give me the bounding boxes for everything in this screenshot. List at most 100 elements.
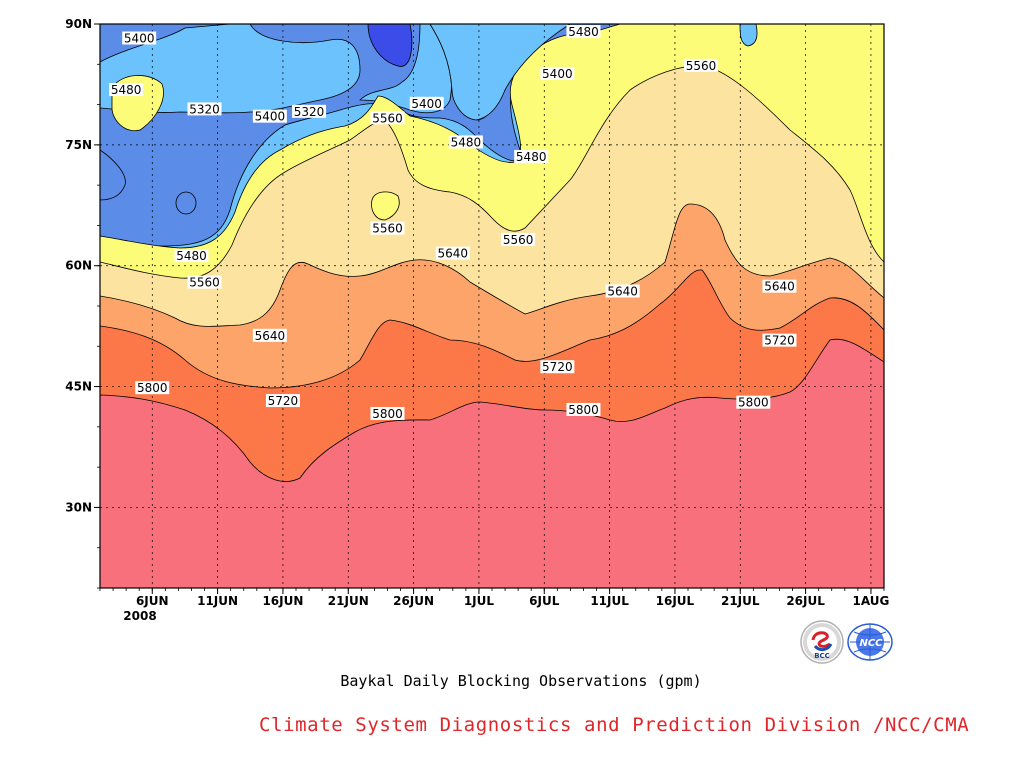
contour-label-text: 5560 xyxy=(372,222,403,236)
contour-label: 5640 xyxy=(762,279,797,294)
contour-label-bg xyxy=(435,246,470,260)
svg-text:NCC: NCC xyxy=(859,638,883,649)
y-axis: 90N 75N 60N 45N 30N xyxy=(65,17,100,589)
contour-label-bg xyxy=(762,333,797,347)
contour-label-text: 5800 xyxy=(137,381,168,395)
contour-label-text: 5720 xyxy=(542,360,573,374)
ncc-logo: NCC xyxy=(846,622,894,662)
y-tick-label: 60N xyxy=(65,259,92,273)
footer-credit: Climate System Diagnostics and Predictio… xyxy=(259,714,970,736)
x-axis-year-label: 2008 xyxy=(123,609,156,623)
contour-label: 5320 xyxy=(187,102,222,116)
contour-label: 5720 xyxy=(540,360,575,374)
contour-label-bg xyxy=(265,394,300,408)
contour-label: 5720 xyxy=(265,394,300,408)
contour-label-bg xyxy=(409,96,444,110)
x-tick-label: 26JUL xyxy=(786,594,825,608)
contour-label-text: 5320 xyxy=(294,105,325,119)
contour-label-bg xyxy=(370,221,405,235)
contour-label-bg xyxy=(122,31,157,45)
x-tick-label: 16JUN xyxy=(262,594,303,608)
contour-label-text: 5480 xyxy=(568,25,599,39)
north-5480-tongue xyxy=(429,24,571,121)
contour-label-text: 5320 xyxy=(189,102,220,116)
x-axis: 6JUN 11JUN 16JUN 21JUN 26JUN 1JUL 6JUL 11JUL 16J… xyxy=(99,588,889,608)
contour-labels: 5400 5480 5320 5400 5320 5400 5560 5480 5480 5400… xyxy=(109,25,797,421)
contour-label: 5560 xyxy=(684,59,719,73)
contour-label-bg xyxy=(566,402,601,416)
contour-label: 5800 xyxy=(135,381,170,395)
contour-label-bg xyxy=(540,66,575,80)
contour-label-bg xyxy=(605,284,640,298)
contour-label: 5560 xyxy=(187,275,222,290)
contour-label-bg xyxy=(109,83,144,97)
contour-label-text: 5800 xyxy=(568,403,599,417)
contour-label-bg xyxy=(540,360,575,374)
contour-label: 5640 xyxy=(435,246,470,261)
contour-label-text: 5480 xyxy=(111,83,142,97)
y-tick-label: 45N xyxy=(65,380,92,394)
contour-label-bg xyxy=(174,249,209,263)
contour-label: 5800 xyxy=(736,395,771,410)
contour-label-text: 5480 xyxy=(451,135,482,149)
contour-label-text: 5480 xyxy=(176,249,207,263)
contour-label: 5800 xyxy=(566,402,601,417)
contour-label: 5400 xyxy=(540,66,575,81)
contour-label-bg xyxy=(762,279,797,293)
low-core-3 xyxy=(367,24,413,67)
contour-label-bg xyxy=(135,381,170,395)
contour-label: 5560 xyxy=(370,221,405,236)
contour-label: 5560 xyxy=(370,111,405,125)
yellow-cell-center xyxy=(371,191,400,221)
svg-text:BCC: BCC xyxy=(814,652,830,660)
x-tick-label: 16JUL xyxy=(656,594,695,608)
contour-label: 5640 xyxy=(605,284,640,298)
x-tick-label: 6JUL xyxy=(529,594,560,608)
x-tick-label: 1JUL xyxy=(464,594,495,608)
contour-label: 5640 xyxy=(252,328,287,343)
contour-label-text: 5560 xyxy=(503,233,534,247)
contour-label: 5480 xyxy=(566,25,601,39)
x-tick-label: 26JUN xyxy=(393,594,434,608)
contour-label-bg xyxy=(566,25,601,39)
x-tick-label: 21JUL xyxy=(721,594,760,608)
contour-label-bg xyxy=(292,104,327,118)
contour-label: 5480 xyxy=(109,83,144,97)
contour-label-text: 5400 xyxy=(411,97,442,111)
chart-title: Baykal Daily Blocking Observations (gpm) xyxy=(340,672,702,690)
contour-label-bg xyxy=(187,275,222,289)
y-tick-label: 90N xyxy=(65,17,92,31)
contour-label-bg xyxy=(736,395,771,409)
contour-label-text: 5400 xyxy=(124,32,155,46)
x-tick-label: 21JUN xyxy=(328,594,369,608)
contour-label: 5480 xyxy=(174,249,209,263)
contour-label: 5480 xyxy=(514,149,549,164)
contour-label: 5800 xyxy=(370,406,405,421)
contour-label: 5560 xyxy=(501,232,536,247)
contour-label-bg xyxy=(448,135,483,149)
contour-label-text: 5800 xyxy=(738,396,769,410)
left-5400-cell xyxy=(100,149,126,201)
contour-fill-layer xyxy=(100,24,884,588)
contour-label-text: 5720 xyxy=(268,394,299,408)
contour-label-text: 5640 xyxy=(764,280,795,294)
contour-label-bg xyxy=(370,111,405,125)
x-tick-label: 1AUG xyxy=(852,594,889,608)
contour-label-text: 5560 xyxy=(372,111,403,125)
grid-lines xyxy=(100,24,884,588)
x-tick-label: 11JUL xyxy=(590,594,629,608)
contour-label: 5400 xyxy=(409,96,444,111)
bcc-logo: BCC xyxy=(800,620,844,664)
band-above-5800 xyxy=(100,338,884,588)
contour-label-bg xyxy=(370,406,405,420)
contour-label-text: 5480 xyxy=(516,150,547,164)
contour-label-text: 5400 xyxy=(255,110,286,124)
contour-label-text: 5640 xyxy=(438,247,469,261)
x-tick-label: 11JUN xyxy=(197,594,238,608)
contour-label-text: 5800 xyxy=(372,407,403,421)
y-tick-label: 75N xyxy=(65,138,92,152)
contour-label: 5720 xyxy=(762,333,797,348)
contour-label-text: 5560 xyxy=(686,59,717,73)
contour-label: 5400 xyxy=(252,109,287,124)
